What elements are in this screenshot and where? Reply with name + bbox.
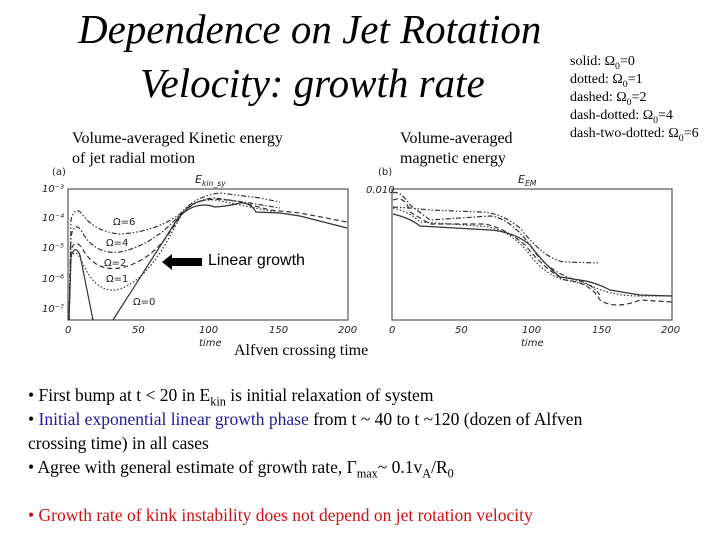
plot-a-xtick: 100 xyxy=(199,325,219,336)
plot-a-ytick: 10⁻⁷ xyxy=(42,304,65,315)
linear-growth-arrow xyxy=(162,254,202,270)
plot-a-title: Ekin_sy xyxy=(195,173,226,189)
bullet-2-cont: crossing time) in all cases xyxy=(28,433,209,453)
legend-item: dash-dotted: Ω0=4 xyxy=(570,108,673,126)
slide-title-line2: Velocity: growth rate xyxy=(140,60,485,106)
plot-b-xtick: 0 xyxy=(389,325,396,336)
plot-b-ytick: 0.010 xyxy=(366,185,395,196)
em-curve-omega4 xyxy=(392,191,601,296)
bullet-2: • Initial exponential linear growth phas… xyxy=(28,409,583,429)
curve-omega0-peak xyxy=(91,317,94,321)
plot-b-panel-label: (b) xyxy=(378,167,393,178)
linear-growth-label: Linear growth xyxy=(208,252,305,269)
plot-b-xtick: 150 xyxy=(592,325,612,336)
legend-item: dotted: Ω0=1 xyxy=(570,72,643,90)
kinetic-label-1: Volume-averaged Kinetic energy xyxy=(72,130,283,147)
slide-title-line1: Dependence on Jet Rotation xyxy=(78,6,542,52)
curve-omega1 xyxy=(68,199,281,321)
legend: solid: Ω0=0 dotted: Ω0=1 dashed: Ω0=2 da… xyxy=(570,53,699,143)
plot-a-xtick: 0 xyxy=(65,325,72,336)
legend-item: dashed: Ω0=2 xyxy=(570,90,647,108)
plot-b-title: EEM xyxy=(518,173,537,189)
legend-item: dash-two-dotted: Ω0=6 xyxy=(570,126,699,144)
plot-a-ytick: 10⁻³ xyxy=(42,184,65,195)
curve-omega6 xyxy=(68,192,281,321)
magnetic-label-2: magnetic energy xyxy=(400,150,506,167)
plot-a-xtick: 50 xyxy=(132,325,145,336)
bullet-1: • First bump at t < 20 in Ekin is initia… xyxy=(28,385,434,409)
legend-item: solid: Ω0=0 xyxy=(570,54,635,72)
plot-a-frame xyxy=(67,188,349,321)
bullet-4-conclusion: • Growth rate of kink instability does n… xyxy=(28,505,533,525)
em-curve-omega6 xyxy=(392,206,601,264)
plot-a-ytick: 10⁻⁵ xyxy=(42,243,65,254)
em-curve-omega1 xyxy=(392,207,672,297)
plot-a-ytick: 10⁻⁶ xyxy=(42,274,65,285)
curve-label: Ω=4 xyxy=(106,238,129,249)
curve-omega2 xyxy=(68,198,348,321)
magnetic-label-1: Volume-averaged xyxy=(400,130,513,147)
curve-label: Ω=0 xyxy=(133,297,156,308)
alfven-crossing-label: Alfven crossing time xyxy=(234,342,369,359)
em-curve-omega0 xyxy=(392,213,673,297)
plot-b-xtick: 200 xyxy=(661,325,681,336)
plot-b-frame xyxy=(391,188,673,321)
plot-a-ytick: 10⁻⁴ xyxy=(42,213,65,224)
bullet-3: • Agree with general estimate of growth … xyxy=(28,457,454,481)
plot-a-xtick: 200 xyxy=(338,325,358,336)
curve-omega4 xyxy=(68,197,281,321)
plot-b-xtick: 50 xyxy=(455,325,468,336)
curve-label: Ω=1 xyxy=(106,274,129,285)
plot-a-xlabel: time xyxy=(199,338,222,349)
kinetic-label-2: of jet radial motion xyxy=(72,150,196,167)
plot-a-panel-label: (a) xyxy=(52,167,66,178)
curve-label: Ω=6 xyxy=(113,217,136,228)
plot-b-xlabel: time xyxy=(521,338,544,349)
plot-a-curves xyxy=(67,188,349,321)
em-curve-omega2 xyxy=(392,198,673,306)
plot-b-xtick: 100 xyxy=(522,325,542,336)
plot-a-xtick: 150 xyxy=(269,325,289,336)
curve-label: Ω=2 xyxy=(104,258,127,269)
plot-b-curves xyxy=(391,188,673,321)
